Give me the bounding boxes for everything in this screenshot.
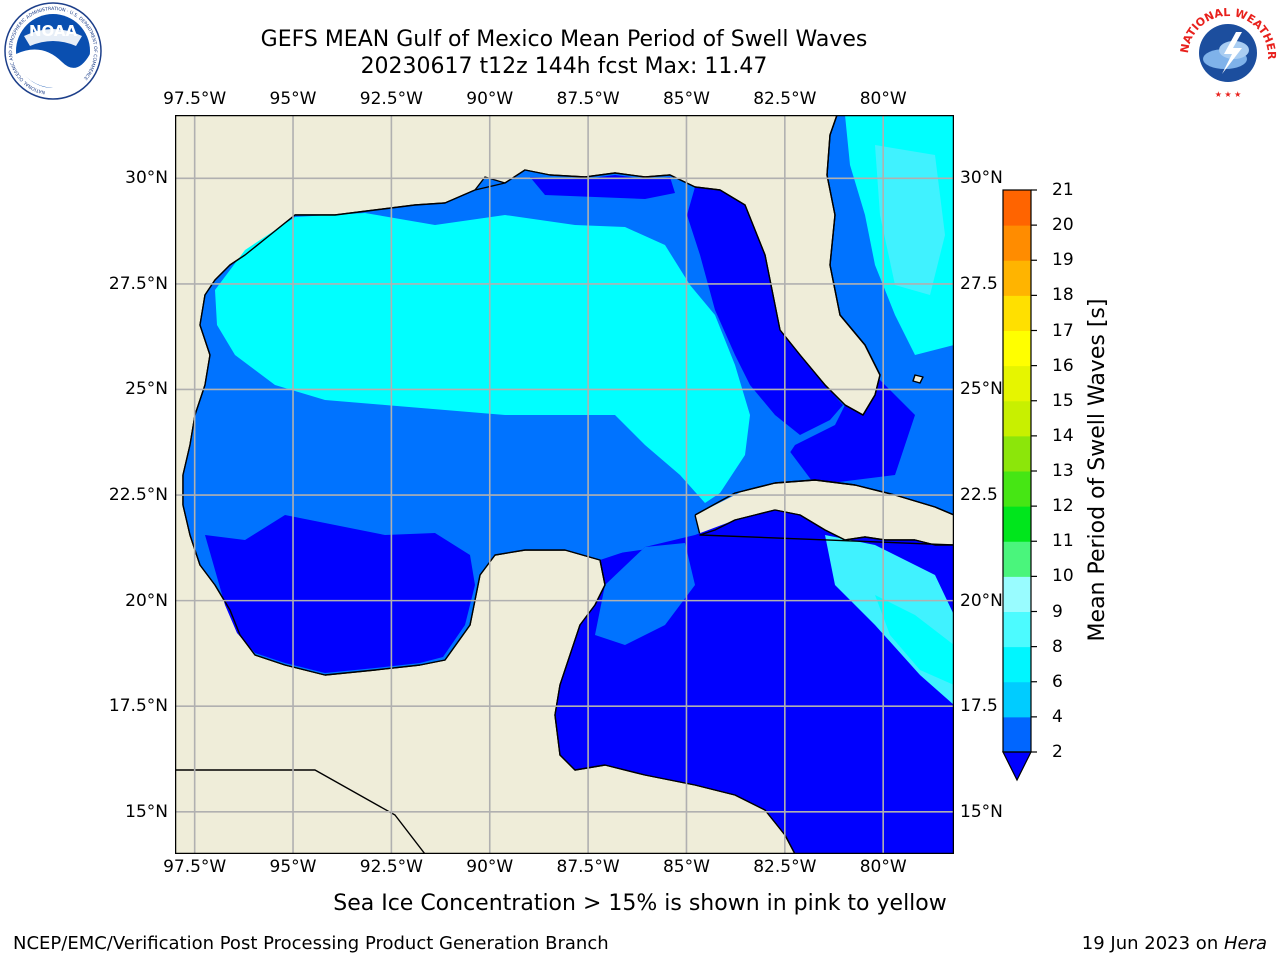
colorbar-segment [1003,646,1031,683]
colorbar-segment [1003,716,1031,753]
latitude-label: 25°N [125,379,168,400]
latitude-label: 15°N [960,801,1003,822]
latitude-label: 17.5 [960,696,998,717]
svg-text:NOAA: NOAA [29,22,78,40]
field-region-6-8s [215,213,750,503]
longitude-label: 82.5°W [753,89,817,109]
longitude-label: 87.5°W [556,857,620,877]
colorbar-tick-label: 2 [1052,742,1063,762]
colorbar-segment [1003,576,1031,612]
latitude-label: 15°N [125,801,168,822]
latitude-label: 30°N [960,168,1003,189]
colorbar-tick-label: 17 [1052,320,1074,341]
latitude-label: 22.5°N [108,485,168,506]
colorbar-segment [1003,295,1031,331]
colorbar-segment [1003,541,1031,577]
graticule [175,115,954,854]
field-region-6-8s [875,595,954,685]
latitude-label: 25°N [960,379,1003,400]
colorbar-tick-label: 12 [1052,496,1074,517]
longitude-label: 90°W [466,89,514,109]
colorbar-tick-label: 4 [1052,706,1063,727]
noaa-logo-icon: NOAA NATIONAL OCEANIC AND ATMOSPHERIC AD… [4,2,102,100]
nws-logo-icon: NATIONAL WEATHER SERVICE ★ ★ ★ [1178,2,1278,99]
colorbar-tick-label: 10 [1052,566,1074,587]
svg-text:★ ★ ★: ★ ★ ★ [1215,90,1242,99]
map-subtitle: 20230617 t12z 144h fcst Max: 11.47 [360,54,768,79]
longitude-label: 95°W [269,89,317,109]
latitude-label: 20°N [960,590,1003,611]
latitude-label: 27.5°N [108,273,168,294]
latitude-label: 30°N [125,168,168,189]
colorbar-segment [1003,506,1031,542]
longitude-label: 85°W [662,857,710,877]
longitude-label: 90°W [466,857,514,877]
colorbar-tick-label: 15 [1052,390,1074,411]
field-region-2-4s [687,187,843,435]
colorbar-tick-label: 16 [1052,355,1074,376]
longitude-label: 92.5°W [359,857,423,877]
longitude-label: 97.5°W [163,857,227,877]
colorbar-segment [1003,471,1031,507]
colorbar-segment [1003,225,1031,261]
colorbar-under-extension [1002,751,1032,782]
colorbar-tick-label: 9 [1052,601,1063,622]
latitude-label: 22.5 [960,485,998,506]
colorbar-segment [1003,365,1031,402]
colorbar-tick-label: 18 [1052,285,1074,306]
colorbar [1002,189,1037,782]
colorbar-tick-label: 13 [1052,461,1074,481]
colorbar-tick-label: 11 [1052,531,1074,552]
colorbar-tick-label: 14 [1052,425,1074,446]
footer-credit: NCEP/EMC/Verification Post Processing Pr… [13,933,609,954]
colorbar-segment [1003,611,1031,648]
field-region-2-4s [205,515,475,673]
colorbar-segment [1003,190,1031,226]
colorbar-segment [1003,681,1031,718]
colorbar-tick-label: 6 [1052,671,1063,692]
footer-machine: Hera [1223,933,1267,954]
map-frame [175,115,954,854]
colorbar-segment [1003,260,1031,296]
longitude-label: 87.5°W [556,89,620,109]
colorbar-segment [1003,330,1031,367]
field-region-2-4s [530,175,675,199]
latitude-label: 20°N [125,590,168,611]
colorbar-segment [1003,435,1031,472]
colorbar-title: Mean Period of Swell Waves [s] [1085,298,1110,642]
longitude-label: 80°W [859,89,907,109]
colorbar-tick-label: 8 [1052,636,1063,657]
footer-date: 19 Jun 2023 on Hera [1081,933,1267,954]
colorbar-segment [1003,400,1031,437]
longitude-label: 95°W [269,857,317,877]
colorbar-tick-label: 21 [1052,180,1074,200]
longitude-label: 82.5°W [753,857,817,877]
colorbar-tick-label: 19 [1052,250,1074,271]
coastline [175,115,954,854]
latitude-label: 27.5 [960,273,998,294]
swell-period-map [175,115,954,854]
longitude-label: 92.5°W [359,89,423,109]
longitude-label: 85°W [662,89,710,109]
latitude-label: 17.5°N [108,696,168,717]
map-title: GEFS MEAN Gulf of Mexico Mean Period of … [260,27,868,52]
field-region-8-9s [875,145,945,295]
field-region-4-6s [595,543,695,645]
longitude-label: 97.5°W [163,89,227,109]
colorbar-tick-label: 20 [1052,215,1074,236]
longitude-label: 80°W [859,857,907,877]
sea-ice-note: Sea Ice Concentration > 15% is shown in … [333,891,947,916]
land-bahamas [912,374,924,384]
